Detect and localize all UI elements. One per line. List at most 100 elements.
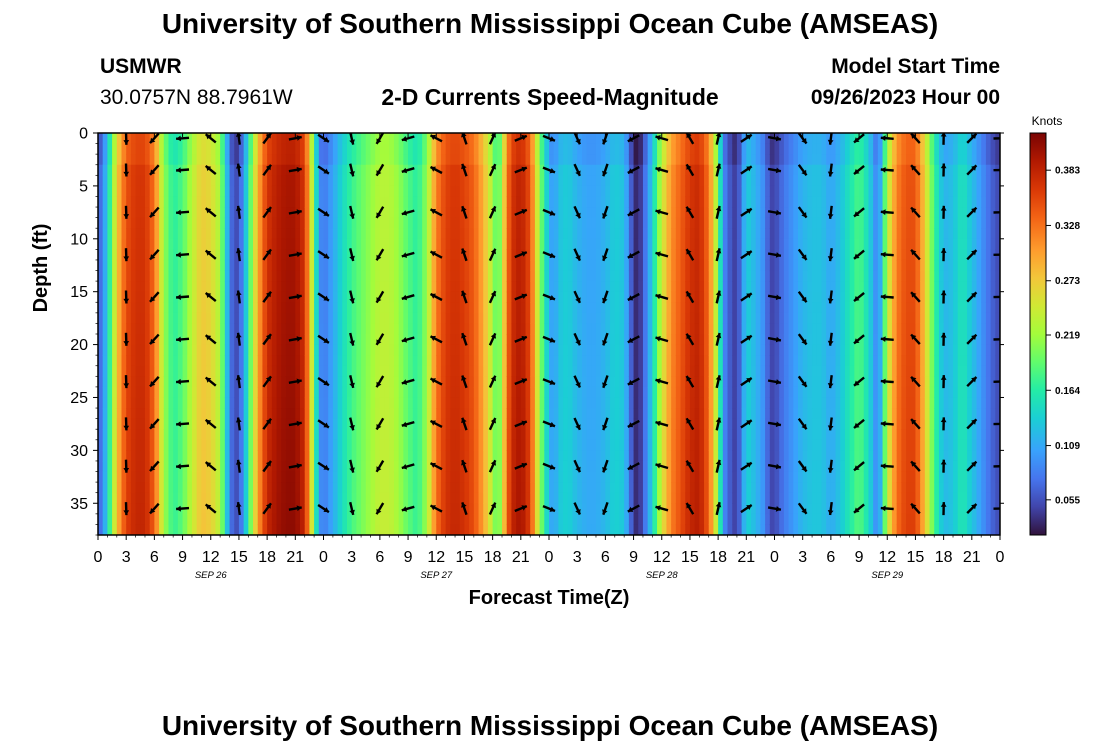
heatmap-cell — [384, 513, 390, 526]
heatmap-cell — [398, 460, 404, 473]
heatmap-cell — [459, 334, 466, 346]
heatmap-cell — [102, 291, 108, 303]
heatmap-cell — [619, 503, 625, 515]
heatmap-cell — [112, 238, 118, 250]
heatmap-cell — [619, 207, 625, 219]
heatmap-cell — [469, 450, 475, 462]
heatmap-cell — [408, 217, 414, 229]
heatmap-cell — [379, 185, 386, 198]
heatmap-cell — [567, 503, 574, 515]
heatmap-cell — [478, 259, 484, 272]
heatmap-cell — [107, 344, 113, 356]
heatmap-cell — [130, 418, 137, 430]
heatmap-cell — [262, 164, 268, 176]
heatmap-cell — [520, 482, 527, 494]
heatmap-cell — [516, 196, 522, 208]
heatmap-cell — [173, 344, 179, 356]
heatmap-cell — [694, 291, 700, 303]
heatmap-cell — [140, 376, 146, 388]
heatmap-cell — [271, 175, 278, 187]
heatmap-cell — [563, 175, 569, 187]
heatmap-cell — [699, 175, 705, 187]
heatmap-cell — [187, 249, 193, 261]
heatmap-cell — [520, 524, 527, 535]
heatmap-cell — [267, 281, 273, 293]
heatmap-cell — [666, 249, 672, 261]
heatmap-cell — [290, 154, 296, 166]
heatmap-cell — [633, 429, 639, 441]
heatmap-cell — [135, 154, 141, 166]
heatmap-cell — [614, 418, 621, 430]
heatmap-cell — [516, 429, 522, 441]
heatmap-cell — [605, 175, 611, 187]
heatmap-cell — [530, 503, 536, 515]
heatmap-cell — [384, 503, 390, 515]
heatmap-cell — [361, 355, 367, 367]
heatmap-cell — [605, 217, 611, 229]
heatmap-cell — [558, 312, 564, 325]
heatmap-cell — [567, 492, 574, 504]
heatmap-cell — [187, 418, 193, 430]
heatmap-cell — [215, 365, 221, 377]
heatmap-cell — [469, 196, 475, 208]
heatmap-cell — [210, 492, 217, 504]
heatmap-cell — [478, 471, 484, 483]
heatmap-cell — [704, 291, 710, 303]
heatmap-cell — [704, 185, 710, 198]
heatmap-cell — [642, 503, 649, 515]
heatmap-cell — [478, 450, 484, 462]
heatmap-cell — [436, 408, 442, 420]
heatmap-cell — [248, 291, 254, 303]
heatmap-cell — [318, 365, 325, 377]
heatmap-cell — [112, 492, 118, 504]
heatmap-cell — [445, 450, 451, 462]
heatmap-cell — [159, 408, 165, 420]
heatmap-cell — [365, 185, 372, 198]
heatmap-cell — [469, 164, 475, 176]
heatmap-cell — [680, 143, 686, 155]
heatmap-cell — [356, 249, 362, 261]
heatmap-cell — [238, 492, 245, 504]
heatmap-cell — [126, 334, 132, 346]
heatmap-cell — [483, 471, 489, 483]
heatmap-cell — [436, 439, 442, 451]
heatmap-cell — [689, 524, 696, 535]
heatmap-cell — [281, 249, 287, 261]
heatmap-cell — [699, 439, 705, 451]
heatmap-cell — [436, 471, 442, 483]
heatmap-cell — [412, 302, 419, 314]
heatmap-cell — [177, 365, 184, 377]
heatmap-cell — [361, 334, 367, 346]
heatmap-cell — [361, 291, 367, 303]
heatmap-cell — [191, 482, 198, 494]
heatmap-cell — [370, 344, 376, 356]
heatmap-cell — [238, 302, 245, 314]
heatmap-cell — [253, 270, 259, 282]
heatmap-cell — [304, 291, 311, 303]
heatmap-cell — [647, 281, 653, 293]
heatmap-cell — [455, 524, 461, 535]
heatmap-cell — [591, 450, 597, 462]
heatmap-cell — [539, 291, 545, 303]
heatmap-cell — [685, 439, 691, 451]
heatmap-cell — [487, 133, 494, 145]
heatmap-cell — [694, 386, 700, 399]
heatmap-cell — [657, 323, 663, 335]
heatmap-cell — [478, 291, 484, 303]
heatmap-cell — [426, 408, 433, 420]
heatmap-cell — [234, 249, 240, 261]
heatmap-cell — [281, 185, 287, 198]
heatmap-cell — [379, 143, 386, 155]
heatmap-cell — [379, 207, 386, 219]
heatmap-cell — [191, 228, 198, 240]
heatmap-cell — [342, 450, 348, 462]
heatmap-cell — [102, 302, 108, 314]
heatmap-cell — [642, 259, 649, 272]
heatmap-cell — [511, 397, 517, 409]
heatmap-cell — [309, 217, 315, 229]
heatmap-cell — [605, 249, 611, 261]
heatmap-cell — [309, 196, 315, 208]
heatmap-cell — [511, 143, 517, 155]
heatmap-cell — [276, 334, 282, 346]
heatmap-cell — [455, 185, 461, 198]
